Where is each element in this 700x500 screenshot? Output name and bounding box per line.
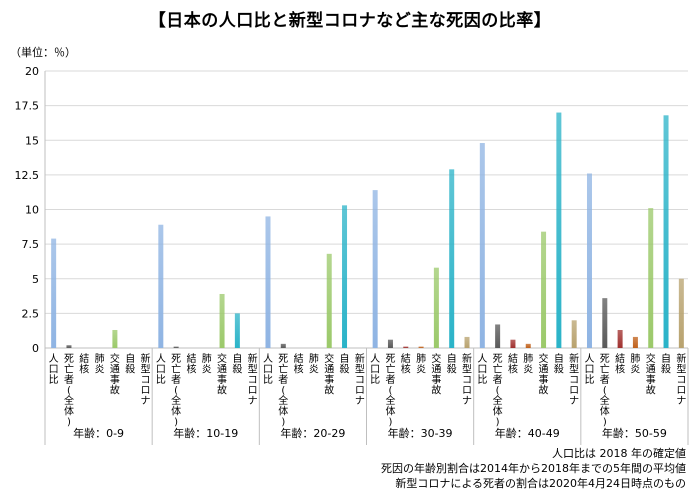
bar xyxy=(525,343,531,348)
group-label: 年齢：30-39 xyxy=(388,426,453,440)
bar xyxy=(433,267,439,348)
bar xyxy=(586,173,592,348)
category-label: 人口比 xyxy=(370,353,380,386)
y-tick-label: 17.5 xyxy=(15,100,40,113)
category-label: 交通事故 xyxy=(646,352,656,397)
chart-notes: 人口比は 2018 年の確定値 死因の年齢別割合は2014年から2018年までの… xyxy=(381,446,686,491)
category-label: 人口比 xyxy=(263,353,273,386)
bar xyxy=(265,216,271,348)
category-label: 死亡者(全体) xyxy=(385,354,395,428)
group-label: 年齢：0-9 xyxy=(73,426,124,440)
bar xyxy=(678,278,684,348)
bar xyxy=(51,238,57,348)
group-label: 年齢：40-49 xyxy=(495,426,560,440)
bar xyxy=(326,253,332,348)
bar xyxy=(280,343,286,348)
category-label: 人口比 xyxy=(584,353,594,386)
category-label: 結核 xyxy=(186,352,196,376)
category-label: 交通事故 xyxy=(217,352,227,397)
category-label: 死亡者(全体) xyxy=(278,354,288,428)
category-label: 結核 xyxy=(615,352,625,376)
group-label: 年齢：20-29 xyxy=(280,426,345,440)
category-label: 死亡者(全体) xyxy=(171,354,181,428)
bar xyxy=(158,224,164,348)
bar xyxy=(112,329,118,348)
category-label: 結核 xyxy=(294,352,304,376)
category-label: 人口比 xyxy=(156,353,166,386)
category-label: 新型コロナ xyxy=(355,352,365,407)
category-label: 死亡者(全体) xyxy=(493,354,503,428)
group-label: 年齢：10-19 xyxy=(173,426,238,440)
bar xyxy=(449,169,455,348)
category-label: 肺炎 xyxy=(95,353,105,376)
category-label: 自殺 xyxy=(125,352,135,376)
bar xyxy=(403,346,409,348)
note-population: 人口比は 2018 年の確定値 xyxy=(552,447,686,460)
bar xyxy=(479,143,485,348)
category-label: 自殺 xyxy=(232,352,242,376)
category-label: 新型コロナ xyxy=(141,352,151,407)
category-label: 新型コロナ xyxy=(462,352,472,407)
bar xyxy=(571,320,577,348)
bar xyxy=(342,205,348,348)
bar xyxy=(541,231,547,348)
category-label: 新型コロナ xyxy=(569,352,579,407)
category-label: 自殺 xyxy=(554,352,564,376)
bar xyxy=(556,112,562,348)
category-label: 交通事故 xyxy=(324,352,334,397)
note-covid-date: 新型コロナによる死者の割合は2020年4月24日時点のもの xyxy=(395,477,686,490)
category-label: 結核 xyxy=(508,352,518,376)
y-tick-label: 7.5 xyxy=(22,238,40,251)
category-label: 肺炎 xyxy=(416,353,426,376)
bar xyxy=(464,336,470,348)
category-label: 死亡者(全体) xyxy=(600,354,610,428)
bar xyxy=(663,115,669,348)
bar xyxy=(173,346,179,348)
y-tick-label: 0 xyxy=(32,342,39,355)
group-label: 年齢：50-59 xyxy=(602,426,667,440)
bar xyxy=(66,345,72,348)
bar xyxy=(648,208,654,348)
category-label: 交通事故 xyxy=(110,352,120,397)
category-label: 肺炎 xyxy=(523,353,533,376)
bar xyxy=(219,293,225,348)
category-label: 交通事故 xyxy=(431,352,441,397)
y-tick-label: 5 xyxy=(32,273,39,286)
bar xyxy=(510,339,516,348)
bar xyxy=(602,298,608,348)
category-label: 新型コロナ xyxy=(248,352,258,407)
y-tick-label: 12.5 xyxy=(15,169,40,182)
y-unit-label: （単位：％） xyxy=(10,46,76,59)
category-label: 自殺 xyxy=(447,352,457,376)
bar xyxy=(495,324,501,348)
bar xyxy=(372,190,378,348)
category-label: 人口比 xyxy=(49,353,59,386)
category-label: 交通事故 xyxy=(539,352,549,397)
category-label: 肺炎 xyxy=(202,353,212,376)
y-tick-label: 2.5 xyxy=(22,307,40,320)
category-label: 自殺 xyxy=(661,352,671,376)
bar xyxy=(387,339,393,348)
y-tick-label: 15 xyxy=(25,134,39,147)
category-label: 肺炎 xyxy=(630,353,640,376)
bar xyxy=(617,329,623,348)
note-death-average: 死因の年齢別割合は2014年から2018年までの5年間の平均値 xyxy=(381,462,686,475)
category-label: 肺炎 xyxy=(309,353,319,376)
category-label: 結核 xyxy=(79,352,89,376)
chart-title: 【日本の人口比と新型コロナなど主な死因の比率】 xyxy=(148,11,552,31)
bar xyxy=(632,336,638,348)
bar xyxy=(418,346,424,348)
category-label: 人口比 xyxy=(477,353,487,386)
bar xyxy=(234,313,240,348)
category-label: 死亡者(全体) xyxy=(64,354,74,428)
y-tick-label: 20 xyxy=(25,65,39,78)
category-label: 結核 xyxy=(401,352,411,376)
category-label: 新型コロナ xyxy=(676,352,686,407)
category-label: 自殺 xyxy=(340,352,350,376)
y-tick-label: 10 xyxy=(25,204,39,217)
